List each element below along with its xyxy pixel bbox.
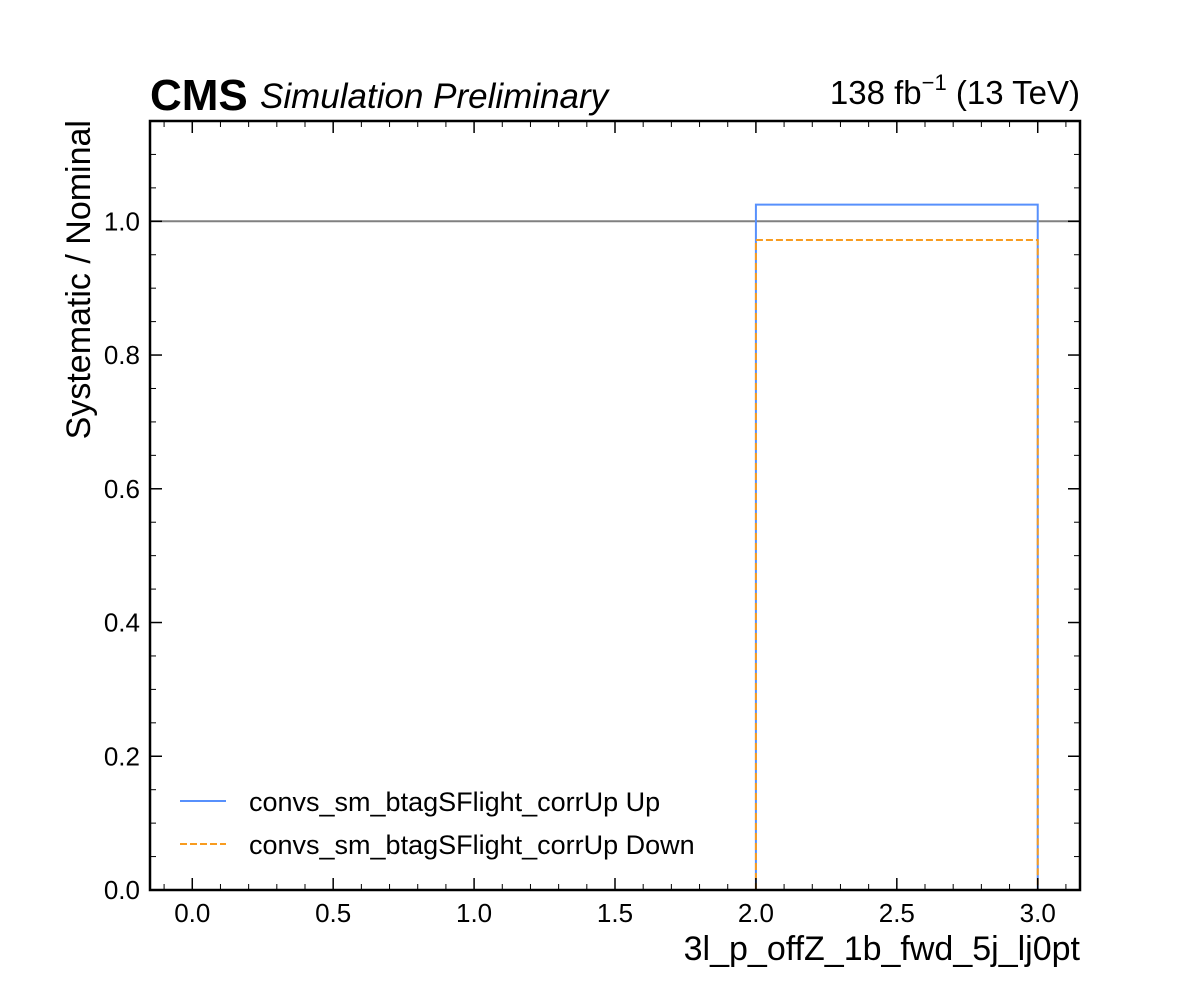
legend-label-0: convs_sm_btagSFlight_corrUp Up (249, 787, 660, 817)
y-tick-label: 0.0 (104, 875, 140, 905)
x-axis-title: 3l_p_offZ_1b_fwd_5j_lj0pt (684, 930, 1081, 968)
lumi-value: 138 fb (830, 74, 922, 111)
experiment-label: CMS (150, 71, 248, 120)
y-tick-label: 1.0 (104, 206, 140, 236)
x-tick-label: 1.0 (456, 898, 492, 928)
lumi-exponent: −1 (922, 70, 947, 95)
y-tick-label: 0.8 (104, 340, 140, 370)
y-tick-label: 0.4 (104, 608, 140, 638)
luminosity-label: 138 fb−1 (13 TeV) (830, 70, 1080, 111)
y-axis-title: Systematic / Nominal (60, 120, 98, 439)
x-tick-label: 2.5 (879, 898, 915, 928)
x-tick-label: 1.5 (597, 898, 633, 928)
ticks-layer: 0.0 0.5 1.0 1.5 2.0 2.5 3.0 0.0 0.2 0.4 0.6 0.8 1.0 (104, 121, 1080, 928)
y-tick-label: 0.2 (104, 741, 140, 771)
series-line-0 (754, 203, 1039, 890)
series-line-1 (754, 239, 1039, 890)
legend-label-1: convs_sm_btagSFlight_corrUp Down (249, 830, 695, 860)
x-tick-label: 3.0 (1020, 898, 1056, 928)
x-tick-label: 0.0 (174, 898, 210, 928)
x-tick-label: 2.0 (738, 898, 774, 928)
y-tick-label: 0.6 (104, 474, 140, 504)
plot-frame (148, 119, 1082, 892)
plot-content (150, 203, 1080, 890)
x-tick-label: 0.5 (315, 898, 351, 928)
legend: convs_sm_btagSFlight_corrUp Up convs_sm_b… (180, 787, 695, 860)
status-label: Simulation Preliminary (260, 77, 611, 116)
energy-label: (13 TeV) (947, 74, 1080, 111)
